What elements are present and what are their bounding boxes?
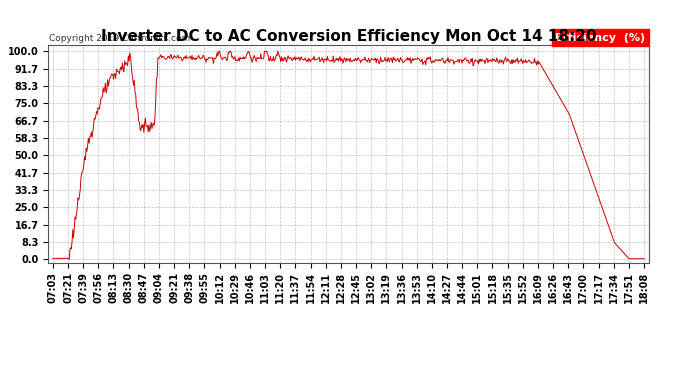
- Text: Efficiency  (%): Efficiency (%): [555, 33, 646, 43]
- Title: Inverter DC to AC Conversion Efficiency Mon Oct 14 18:20: Inverter DC to AC Conversion Efficiency …: [101, 29, 596, 44]
- Text: Copyright 2019 Cartronics.com: Copyright 2019 Cartronics.com: [49, 34, 190, 43]
